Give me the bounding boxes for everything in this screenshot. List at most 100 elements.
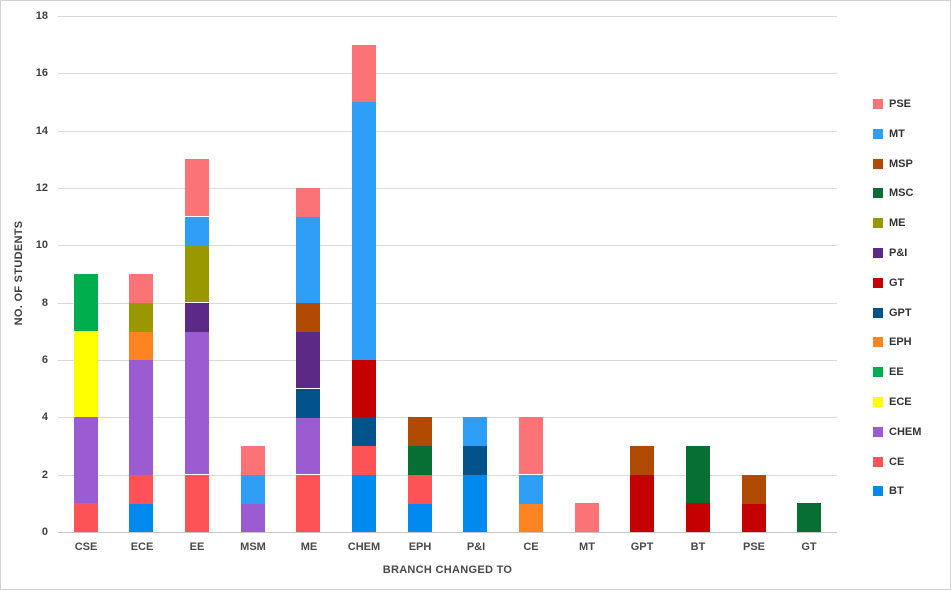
y-tick-label: 12: [35, 182, 48, 194]
x-tick-label-EE: EE: [189, 541, 205, 553]
legend-item-EE: EE: [873, 366, 904, 378]
legend-swatch-icon: [873, 308, 883, 318]
bar-segment-EPH-CE: [408, 475, 432, 504]
x-tick-label-CSE: CSE: [74, 541, 98, 553]
legend-swatch-icon: [873, 159, 883, 169]
x-tick-label-P&I: P&I: [466, 541, 486, 553]
legend-item-GT: GT: [873, 277, 904, 289]
legend-label: CHEM: [889, 426, 922, 438]
bar-segment-CHEM-BT: [352, 475, 376, 532]
bar-segment-EPH-MSC: [408, 446, 432, 475]
legend-swatch-icon: [873, 397, 883, 407]
legend-swatch-icon: [873, 486, 883, 496]
legend-item-BT: BT: [873, 485, 904, 497]
bar-segment-EE-ME: [185, 245, 209, 302]
x-tick-label-MSM: MSM: [240, 541, 266, 553]
legend-label: EPH: [889, 336, 912, 348]
bar-segment-ME-GPT: [296, 389, 320, 418]
y-tick-label: 0: [41, 526, 48, 538]
legend-label: P&I: [889, 247, 908, 259]
gridline: [58, 303, 837, 304]
x-tick-label-PSE: PSE: [742, 541, 765, 553]
gridline: [58, 131, 837, 132]
bar-segment-EE-MT: [185, 217, 209, 246]
gridline: [58, 245, 837, 246]
legend-swatch-icon: [873, 367, 883, 377]
gridline: [58, 188, 837, 189]
bar-segment-ME-PSE: [296, 188, 320, 217]
x-tick-label-BT: BT: [690, 541, 706, 553]
bar-segment-MSM-CHEM: [241, 503, 265, 532]
bar-segment-ME-MSP: [296, 303, 320, 332]
gridline: [58, 417, 837, 418]
gridline: [58, 360, 837, 361]
bar-segment-ECE-BT: [129, 503, 153, 532]
x-tick-label-CHEM: CHEM: [347, 541, 381, 553]
bar-segment-CSE-CE: [74, 503, 98, 532]
x-tick-label-ECE: ECE: [130, 541, 154, 553]
gridline: [58, 73, 837, 74]
y-tick-label: 16: [35, 67, 48, 79]
bar-segment-MT-PSE: [575, 503, 599, 532]
legend-swatch-icon: [873, 337, 883, 347]
bar-segment-CSE-ECE: [74, 331, 98, 417]
legend-swatch-icon: [873, 188, 883, 198]
bar-segment-CE-EPH: [519, 503, 543, 532]
legend-item-CHEM: CHEM: [873, 426, 921, 438]
x-tick-label-CE: CE: [523, 541, 539, 553]
legend-swatch-icon: [873, 99, 883, 109]
bar-segment-GPT-MSP: [630, 446, 654, 475]
bar-segment-ME-P&I: [296, 331, 320, 388]
bar-segment-P&I-BT: [463, 475, 487, 532]
bar-segment-PSE-GT: [742, 503, 766, 532]
x-axis-line: [58, 532, 837, 533]
bar-segment-ME-CHEM: [296, 417, 320, 474]
legend-label: CE: [889, 456, 905, 468]
bar-segment-GPT-GT: [630, 475, 654, 532]
bar-segment-CSE-EE: [74, 274, 98, 331]
bar-segment-CE-MT: [519, 475, 543, 504]
legend-swatch-icon: [873, 248, 883, 258]
y-tick-label: 2: [41, 469, 48, 481]
legend-label: ME: [889, 217, 906, 229]
bar-segment-ECE-EPH: [129, 331, 153, 360]
legend-swatch-icon: [873, 218, 883, 228]
legend-label: MT: [889, 128, 905, 140]
legend-label: MSC: [889, 187, 914, 199]
bar-segment-ECE-ME: [129, 303, 153, 332]
bar-segment-CHEM-PSE: [352, 45, 376, 102]
legend-item-MSP: MSP: [873, 158, 913, 170]
y-tick-label: 4: [41, 411, 48, 423]
gridline: [58, 16, 837, 17]
bar-segment-EE-PSE: [185, 159, 209, 216]
x-tick-label-EPH: EPH: [408, 541, 432, 553]
legend-item-GPT: GPT: [873, 307, 912, 319]
plot-area: [58, 1, 837, 589]
bar-segment-ME-MT: [296, 217, 320, 303]
legend-label: GPT: [889, 307, 912, 319]
bar-segment-P&I-MT: [463, 417, 487, 446]
legend-swatch-icon: [873, 129, 883, 139]
y-tick-label: 18: [35, 10, 48, 22]
bar-segment-CSE-CHEM: [74, 417, 98, 503]
legend-label: PSE: [889, 98, 912, 110]
legend-label: BT: [889, 485, 904, 497]
gridline: [58, 475, 837, 476]
x-tick-label-ME: ME: [300, 541, 318, 553]
y-tick-label: 6: [41, 354, 48, 366]
legend-item-P&I: P&I: [873, 247, 907, 259]
bar-segment-ECE-CE: [129, 475, 153, 504]
legend-item-EPH: EPH: [873, 336, 912, 348]
bar-segment-CE-PSE: [519, 417, 543, 474]
bar-segment-ME-CE: [296, 475, 320, 532]
bar-segment-CHEM-CE: [352, 446, 376, 475]
bar-segment-ECE-PSE: [129, 274, 153, 303]
legend-label: MSP: [889, 158, 913, 170]
bar-segment-ECE-CHEM: [129, 360, 153, 475]
bar-segment-CHEM-GPT: [352, 417, 376, 446]
legend-item-ME: ME: [873, 217, 906, 229]
legend-item-MSC: MSC: [873, 187, 913, 199]
bar-segment-EE-CHEM: [185, 331, 209, 474]
bar-segment-EE-CE: [185, 475, 209, 532]
legend-item-MT: MT: [873, 128, 905, 140]
